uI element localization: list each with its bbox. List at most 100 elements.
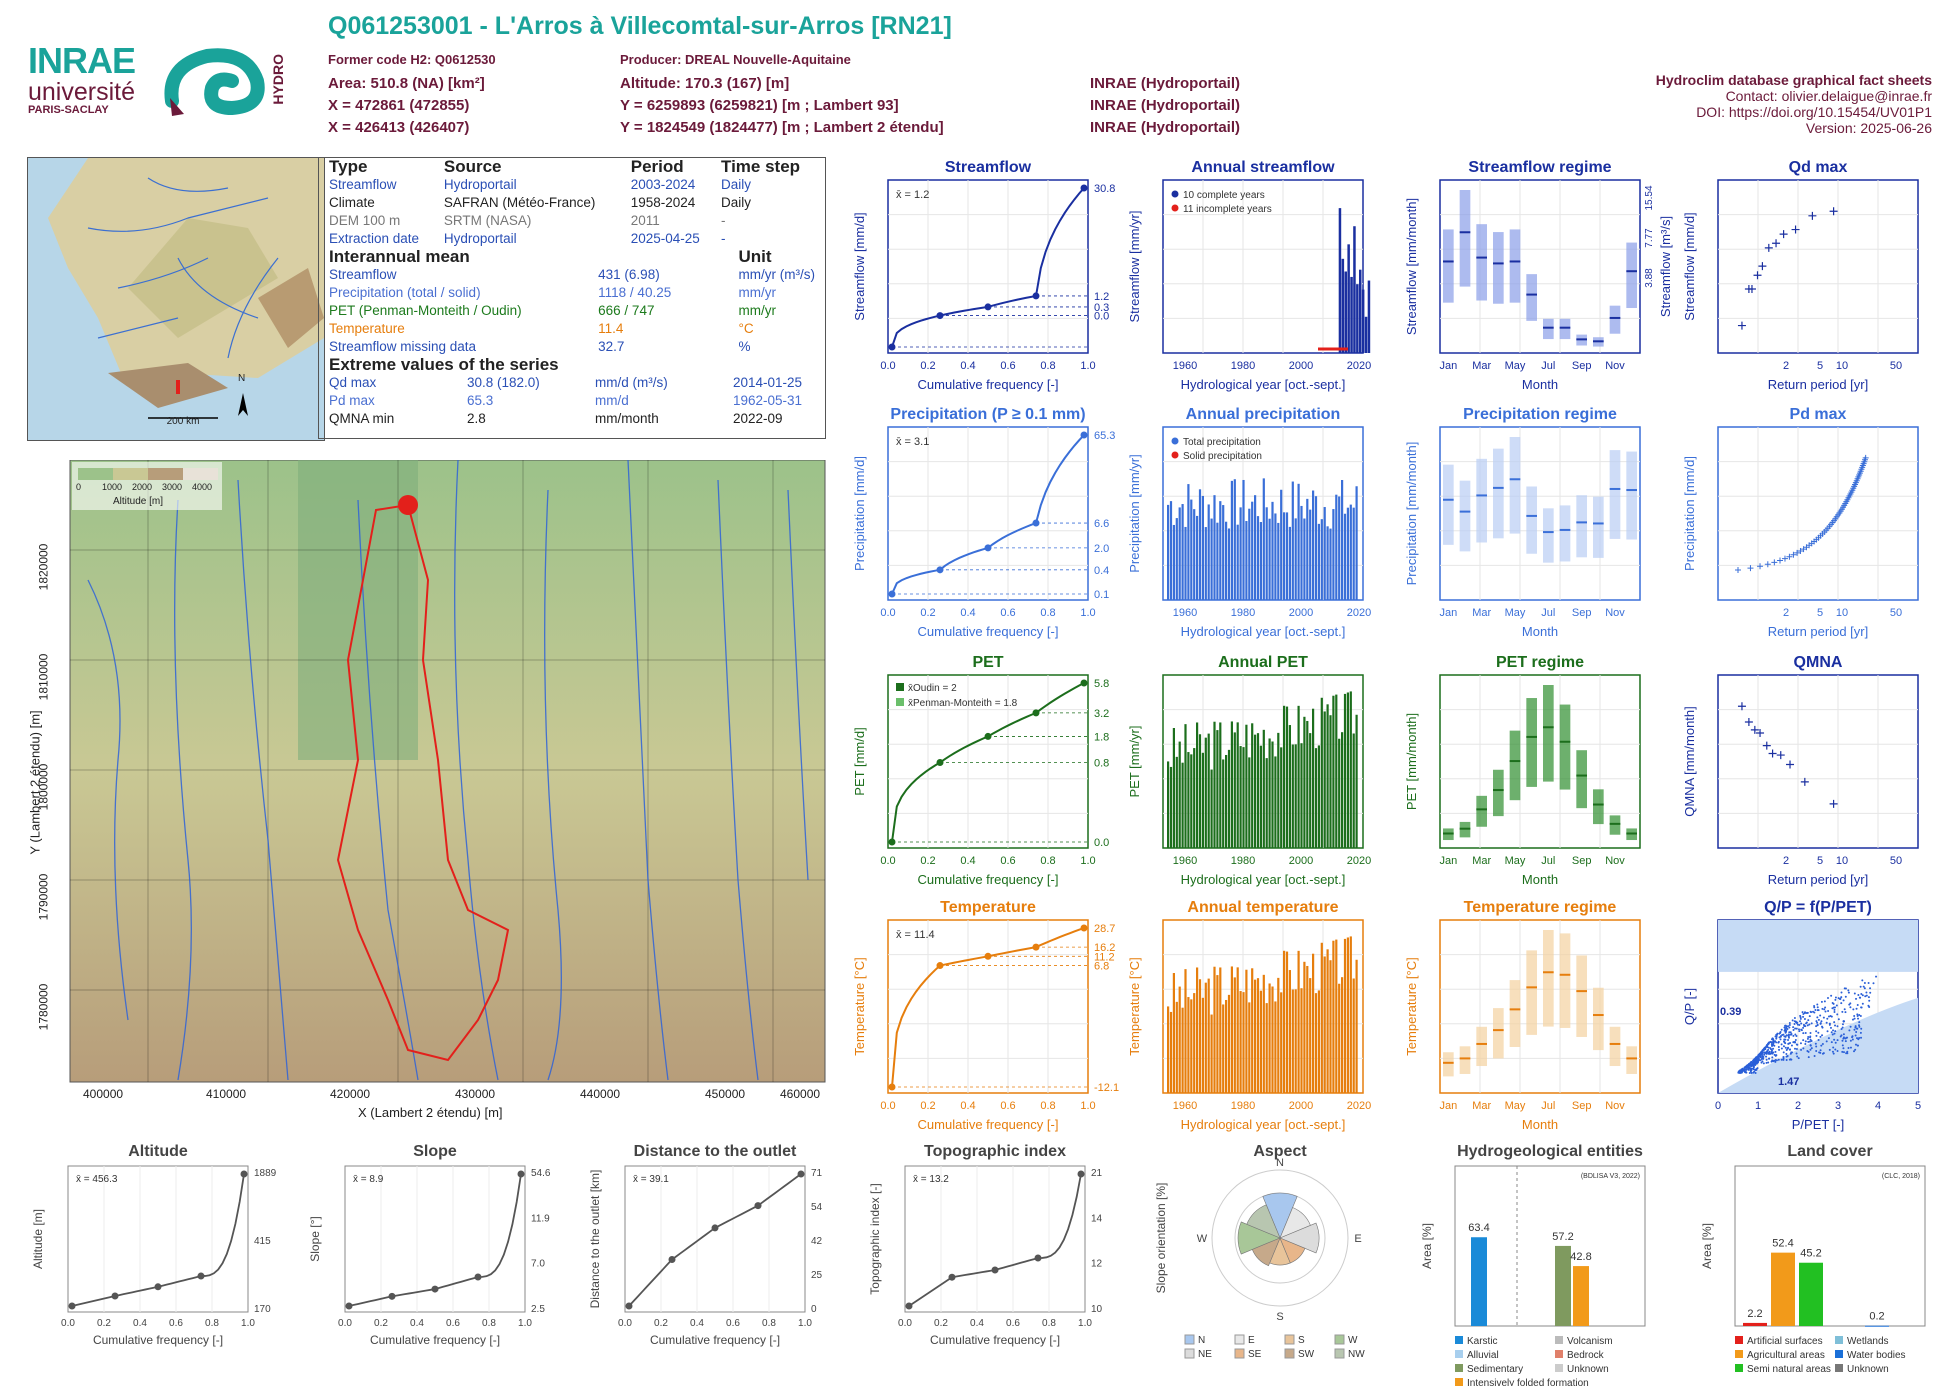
- logo-paris-text: PARIS-SACLAY: [28, 104, 109, 116]
- year-bar: [1309, 978, 1312, 1093]
- qp-point: [1749, 1067, 1752, 1070]
- return-point: [1744, 718, 1753, 727]
- year-bar: [1288, 970, 1291, 1093]
- extreme-row: QMNA min 2.8 mm/month 2022-09: [325, 410, 819, 428]
- mean-label: x̄ = 39.1: [633, 1174, 669, 1185]
- year-bar: [1172, 973, 1175, 1093]
- y-axis-label: Precipitation [mm/month]: [1404, 442, 1419, 586]
- year-bar: [1196, 515, 1199, 600]
- chart-title: Annual temperature: [1187, 899, 1338, 916]
- qp-point: [1765, 1051, 1768, 1054]
- year-bar: [1323, 956, 1326, 1093]
- qp-point: [1842, 1020, 1845, 1023]
- right-label: 11.2: [1094, 951, 1115, 963]
- y-axis-label: Temperature [°C]: [1127, 957, 1142, 1055]
- qp-point: [1752, 1065, 1755, 1068]
- quantile-point: [888, 1083, 896, 1091]
- qp-point: [1823, 1000, 1826, 1003]
- qp-point: [1861, 994, 1864, 997]
- qp-annotation: 0.39: [1720, 1006, 1741, 1018]
- qp-point: [1771, 1041, 1774, 1044]
- qp-point: [1741, 1067, 1744, 1070]
- x-tick: 0.4: [690, 1318, 704, 1329]
- qp-point: [1740, 1069, 1743, 1072]
- cell: Streamflow: [329, 177, 397, 192]
- qp-point: [1825, 1021, 1828, 1024]
- year-bar: [1242, 747, 1245, 848]
- year-bar: [1245, 724, 1248, 848]
- year-bar: [1242, 992, 1245, 1093]
- qp-point: [1794, 1047, 1797, 1050]
- qp-point: [1763, 1047, 1766, 1050]
- right-label: 30.8: [1094, 183, 1115, 195]
- qp-point: [1806, 1049, 1809, 1052]
- return-point: [1800, 546, 1807, 553]
- qp-point: [1859, 1014, 1862, 1017]
- qp-point: [1759, 1056, 1762, 1059]
- qp-point: [1749, 1064, 1752, 1067]
- qp-point: [1756, 1062, 1759, 1065]
- legend-swatch: [1555, 1350, 1563, 1358]
- x-tick: 0.2: [920, 360, 935, 372]
- year-bar: [1233, 732, 1236, 848]
- year-bar: [1204, 527, 1207, 600]
- year-bar: [1335, 494, 1338, 600]
- qp-point: [1822, 1052, 1825, 1055]
- qp-point: [1746, 1066, 1749, 1069]
- qp-point: [1768, 1052, 1771, 1055]
- qp-point: [1754, 1062, 1757, 1065]
- qp-point: [1783, 1029, 1786, 1032]
- hdr-period: Period: [630, 157, 684, 176]
- qp-point: [1830, 994, 1833, 997]
- qp-point: [1812, 1010, 1815, 1013]
- qp-point: [1869, 991, 1872, 994]
- map-ytick: 1780000: [36, 983, 51, 1031]
- year-bar: [1312, 490, 1315, 600]
- regime-box: [1443, 464, 1454, 545]
- y-axis-label: Q/P [-]: [1682, 988, 1697, 1025]
- qp-point: [1767, 1052, 1770, 1055]
- polar-ring: [1234, 1192, 1326, 1284]
- month-tick: Sep: [1572, 1100, 1592, 1112]
- polar-ring: [1254, 1212, 1306, 1264]
- legend-swatch: [1455, 1350, 1463, 1358]
- qp-point: [1757, 1061, 1760, 1064]
- chart-title: Topographic index: [924, 1143, 1066, 1160]
- x-tick: 0.6: [1000, 855, 1015, 867]
- qp-point: [1804, 1011, 1807, 1014]
- qp-point: [1766, 1043, 1769, 1046]
- year-bar: [1230, 721, 1233, 848]
- cell: 1958-2024: [630, 195, 696, 210]
- qp-point: [1747, 1067, 1750, 1070]
- year-tick: 2020: [1347, 1100, 1371, 1112]
- qp-point: [1860, 1006, 1863, 1009]
- qp-point: [1741, 1070, 1744, 1073]
- qp-point: [1809, 1036, 1812, 1039]
- qp-point: [1768, 1041, 1771, 1044]
- qp-point: [1749, 1070, 1752, 1073]
- right-label: 2.0: [1094, 543, 1109, 555]
- y-axis-label: Topographic index [-]: [868, 1183, 882, 1294]
- qp-point: [1853, 1014, 1856, 1017]
- x-tick: 5: [1817, 360, 1823, 372]
- qp-point: [1865, 994, 1868, 997]
- x-axis-label: Cumulative frequency [-]: [370, 1333, 500, 1347]
- year-bar: [1172, 524, 1175, 600]
- qp-point: [1760, 1052, 1763, 1055]
- landcover-bar: [1771, 1252, 1795, 1326]
- qp-point: [1741, 1068, 1744, 1071]
- qp-point: [1761, 1049, 1764, 1052]
- db-contact[interactable]: Contact: olivier.delaigue@inrae.fr: [1725, 88, 1932, 104]
- qp-annotation: 1.47: [1778, 1076, 1799, 1088]
- chart-title: Precipitation (P ≥ 0.1 mm): [890, 406, 1085, 423]
- qp-point: [1813, 1055, 1816, 1058]
- return-point: [1764, 243, 1773, 252]
- db-doi[interactable]: DOI: https://doi.org/10.15454/UV01P1: [1696, 104, 1932, 120]
- year-bar: [1169, 501, 1173, 600]
- year-bar: [1274, 756, 1277, 848]
- qp-point: [1740, 1071, 1743, 1074]
- qp-point: [1799, 1020, 1802, 1023]
- cell: 32.7: [598, 339, 625, 354]
- qp-point: [1745, 1065, 1748, 1068]
